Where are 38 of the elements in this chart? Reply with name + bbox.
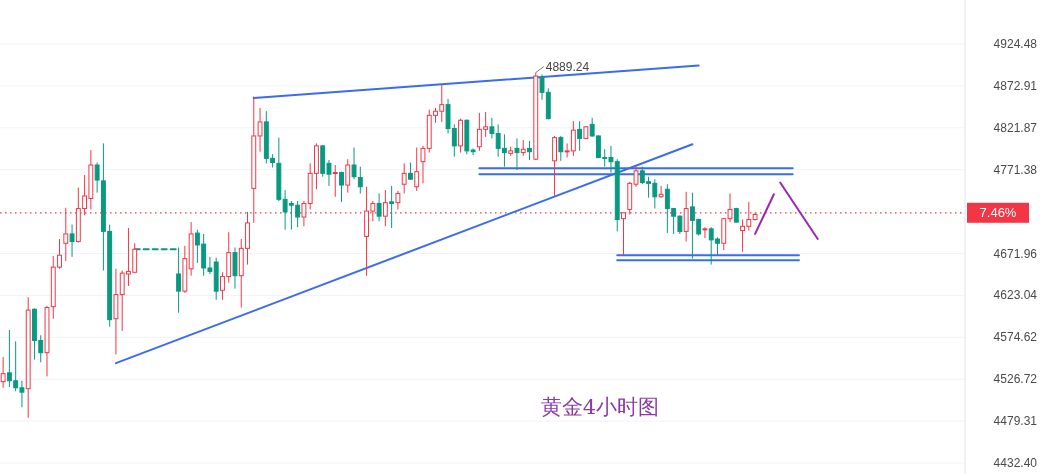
candlestick (176, 247, 182, 314)
y-tick-label: 4574.62 (993, 330, 1038, 345)
y-tick-label: 4526.72 (993, 372, 1038, 387)
annotation: 黄金4小时图 (540, 395, 660, 419)
candlestick (558, 135, 564, 162)
text: 7.46% (979, 205, 1017, 221)
candlestick (345, 158, 351, 194)
candlestick (414, 147, 420, 192)
candlestick (658, 185, 664, 199)
candlestick (552, 135, 557, 197)
candlestick (357, 166, 363, 194)
candlestick (702, 226, 708, 239)
candlestick (332, 164, 338, 198)
candlestick (232, 247, 238, 290)
candlestick (351, 147, 357, 180)
candlestick (69, 224, 75, 258)
y-tick-label: 4432.40 (993, 456, 1038, 471)
candlestick (683, 191, 689, 243)
y-tick-label: 4821.87 (993, 120, 1038, 135)
y-tick-label: 4623.04 (993, 288, 1038, 303)
candlestick (527, 140, 532, 161)
y-tick-label: 4872.91 (993, 78, 1038, 93)
candlestick (514, 137, 520, 171)
candlestick (577, 120, 583, 152)
candlestick (470, 147, 476, 156)
candlestick (401, 162, 407, 194)
candlestick (339, 171, 344, 203)
y-tick-label: 4479.31 (993, 414, 1038, 429)
candlestick (0, 356, 6, 389)
annotation: 4889.24 (545, 59, 590, 74)
candlestick (389, 185, 395, 229)
y-tick-label: 4671.96 (993, 246, 1038, 261)
candlestick (376, 192, 382, 222)
y-tick-label: 4924.48 (993, 36, 1038, 51)
candlestick (395, 190, 401, 210)
y-tick-label: 4771.38 (993, 162, 1038, 177)
candlestick (382, 189, 388, 227)
candlestick (489, 117, 495, 139)
